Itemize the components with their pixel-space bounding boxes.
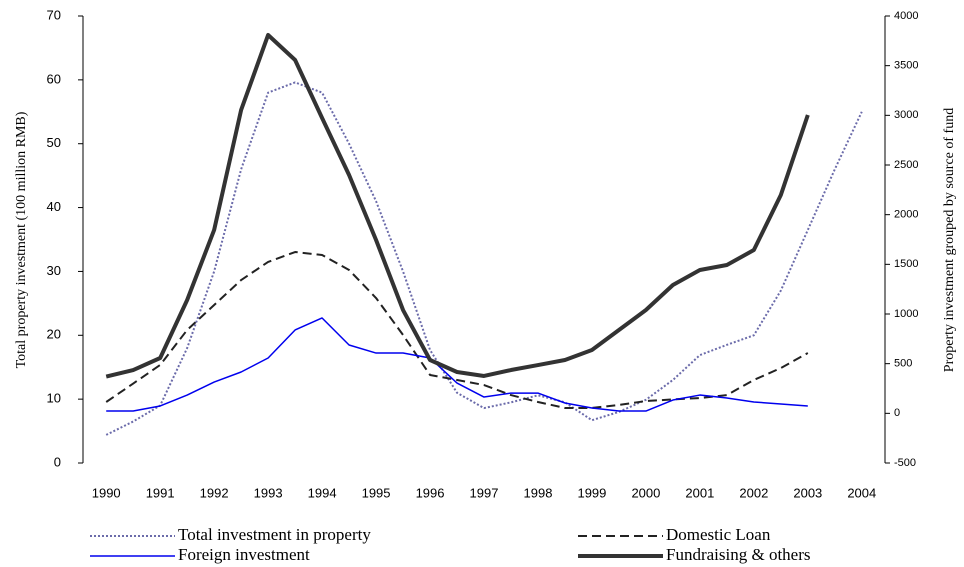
y2-tick-label: 4000 <box>894 10 918 22</box>
legend-label: Foreign investment <box>178 545 310 564</box>
y2-tick-label: -500 <box>894 457 916 469</box>
y2-axis-label: Property investment grouped by source of… <box>942 108 957 372</box>
y-tick-label: 70 <box>47 7 61 22</box>
x-tick-label: 1996 <box>416 485 445 500</box>
y-axis-label: Total property investment (100 million R… <box>14 111 29 368</box>
y2-tick-label: 500 <box>894 358 912 370</box>
series-line <box>106 317 808 412</box>
y2-tick-label: 3500 <box>894 60 918 72</box>
y2-tick-label: 1000 <box>894 308 918 320</box>
y2-tick-label: 1500 <box>894 258 918 270</box>
y2-tick-label: 3000 <box>894 109 918 121</box>
x-tick-label: 1991 <box>146 485 175 500</box>
x-tick-label: 1994 <box>308 485 337 500</box>
y-tick-label: 50 <box>47 135 61 150</box>
y-tick-label: 20 <box>47 327 61 342</box>
series-line <box>105 251 809 409</box>
x-tick-label: 1993 <box>254 485 283 500</box>
series-line <box>105 32 810 379</box>
y-tick-label: 60 <box>47 71 61 86</box>
legend-label: Total investment in property <box>178 525 371 544</box>
x-tick-label: 1992 <box>200 485 229 500</box>
legend-label: Fundraising & others <box>666 545 811 564</box>
y-tick-label: 40 <box>47 199 61 214</box>
x-tick-label: 1990 <box>92 485 121 500</box>
x-tick-label: 1997 <box>470 485 499 500</box>
y2-tick-label: 2000 <box>894 209 918 221</box>
series-line <box>105 81 863 436</box>
legend-label: Domestic Loan <box>666 525 771 544</box>
x-tick-label: 2004 <box>847 485 876 500</box>
x-tick-label: 1999 <box>577 485 606 500</box>
x-tick-label: 2000 <box>631 485 660 500</box>
y-tick-label: 30 <box>47 263 61 278</box>
x-tick-label: 1995 <box>362 485 391 500</box>
y2-tick-label: 0 <box>894 407 900 419</box>
y-tick-label: 0 <box>54 454 61 469</box>
y-tick-label: 10 <box>47 391 61 406</box>
y2-tick-label: 2500 <box>894 159 918 171</box>
x-tick-label: 2003 <box>793 485 822 500</box>
x-tick-label: 2001 <box>685 485 714 500</box>
x-tick-label: 1998 <box>524 485 553 500</box>
x-tick-label: 2002 <box>739 485 768 500</box>
